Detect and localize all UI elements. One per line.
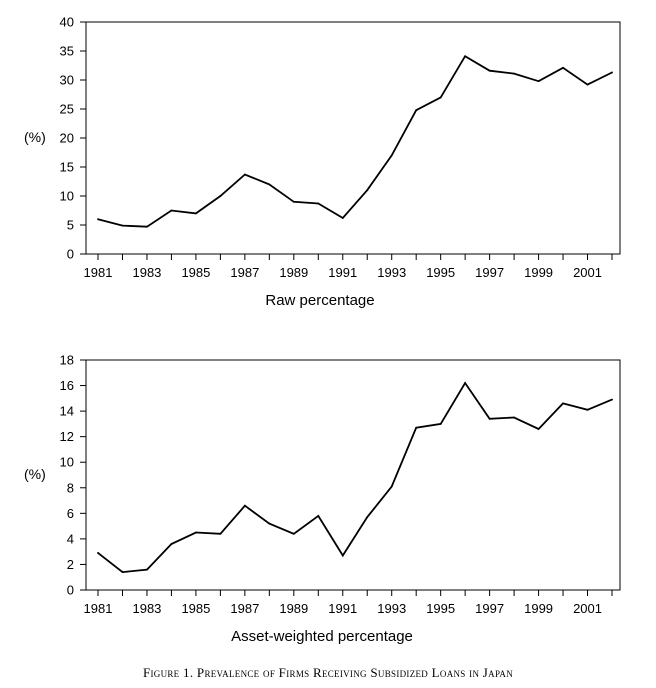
- y-tick-label: 2: [67, 557, 74, 572]
- data-point: [537, 80, 540, 83]
- raw-percentage-chart: 0 5 10 15 20 25 30 35 40 1981 1983 1985 1987 1989 1991…: [24, 15, 621, 309]
- y-tick-label: 8: [67, 480, 74, 495]
- y-tick-label: 0: [67, 247, 74, 262]
- y-tick-label: 5: [67, 218, 74, 233]
- y-tick-label: 14: [60, 404, 74, 419]
- data-point: [611, 71, 613, 74]
- x-tick-label: 1985: [181, 265, 210, 280]
- data-point: [488, 69, 491, 72]
- data-point: [439, 96, 442, 99]
- data-point: [562, 66, 564, 69]
- x-tick-label: 1981: [84, 265, 113, 280]
- data-point: [341, 217, 344, 219]
- data-point: [366, 189, 369, 192]
- data-point: [317, 514, 320, 517]
- data-point: [195, 531, 197, 534]
- y-tick-label: 30: [60, 73, 74, 88]
- y-tick-label: 4: [67, 531, 74, 546]
- series-line: [97, 54, 613, 228]
- data-point: [146, 225, 148, 228]
- plot-frame: [85, 21, 621, 255]
- x-tick-label: 1995: [426, 265, 455, 280]
- data-point: [146, 568, 148, 571]
- x-tick-label: 1993: [377, 265, 406, 280]
- figure-caption: Figure 1. Prevalence of Firms Receiving …: [142, 665, 514, 680]
- data-point: [219, 195, 222, 197]
- x-tick-label: 1991: [328, 601, 357, 616]
- data-point: [439, 422, 442, 425]
- data-point: [268, 522, 271, 525]
- data-point: [586, 408, 589, 411]
- data-point: [317, 202, 320, 205]
- x-tick-label: 1991: [328, 265, 357, 280]
- y-tick-label: 18: [60, 353, 74, 368]
- x-tick-label: 1981: [84, 601, 113, 616]
- data-point: [513, 72, 515, 75]
- y-tick-label: 6: [67, 506, 74, 521]
- data-point: [97, 218, 99, 221]
- x-axis-title: Raw percentage: [265, 292, 374, 309]
- series-line: [97, 381, 613, 574]
- data-point: [170, 543, 173, 545]
- data-point: [464, 382, 467, 384]
- x-tick-label: 1993: [377, 601, 406, 616]
- x-tick-label: 1989: [279, 265, 308, 280]
- asset-weighted-percentage-chart: 0 2 4 6 8 10 12 14 16 18 1981 1983 1985 1987 1989 1991 1…: [24, 353, 621, 645]
- x-tick-label: 2001: [573, 265, 602, 280]
- data-point: [562, 402, 564, 405]
- data-point: [366, 516, 369, 519]
- x-tick-label: 2001: [573, 601, 602, 616]
- data-point: [268, 183, 271, 186]
- plot-frame: [85, 359, 621, 591]
- y-tick-label: 20: [60, 131, 74, 146]
- x-tick-label: 1989: [279, 601, 308, 616]
- data-point: [537, 428, 540, 430]
- data-point: [97, 552, 99, 554]
- x-axis-title: Asset-weighted percentage: [231, 628, 413, 645]
- x-tick-label: 1999: [524, 265, 553, 280]
- y-tick-label: 0: [67, 583, 74, 598]
- x-tick-label: 1983: [132, 265, 161, 280]
- data-point: [611, 398, 613, 401]
- y-tick-label: 25: [60, 102, 74, 117]
- x-tick-label: 1987: [230, 601, 259, 616]
- data-point: [292, 532, 295, 535]
- y-tick-label: 40: [60, 15, 74, 30]
- y-axis-label: (%): [24, 129, 46, 145]
- data-point: [243, 504, 246, 507]
- x-tick-label: 1999: [524, 601, 553, 616]
- data-point: [390, 485, 393, 488]
- data-point: [586, 83, 589, 86]
- data-point: [513, 416, 515, 419]
- data-point: [341, 554, 344, 557]
- data-point: [121, 571, 124, 574]
- y-tick-label: 10: [60, 189, 74, 204]
- x-tick-label: 1985: [181, 601, 210, 616]
- data-point: [219, 532, 222, 535]
- data-point: [121, 224, 124, 227]
- x-tick-label: 1987: [230, 265, 259, 280]
- data-point: [488, 417, 491, 420]
- data-point: [390, 154, 393, 157]
- y-tick-label: 10: [60, 455, 74, 470]
- x-tick-label: 1997: [475, 601, 504, 616]
- x-tick-label: 1995: [426, 601, 455, 616]
- data-point: [292, 200, 295, 203]
- data-point: [170, 209, 173, 212]
- y-axis-label: (%): [24, 466, 46, 482]
- y-tick-label: 16: [60, 378, 74, 393]
- data-point: [415, 109, 418, 112]
- data-point: [243, 173, 246, 176]
- data-point: [195, 212, 197, 215]
- y-tick-label: 35: [60, 44, 74, 59]
- data-point: [464, 55, 467, 58]
- x-tick-label: 1997: [475, 265, 504, 280]
- x-tick-label: 1983: [132, 601, 161, 616]
- y-tick-label: 12: [60, 429, 74, 444]
- data-point: [415, 426, 418, 429]
- y-tick-label: 15: [60, 160, 74, 175]
